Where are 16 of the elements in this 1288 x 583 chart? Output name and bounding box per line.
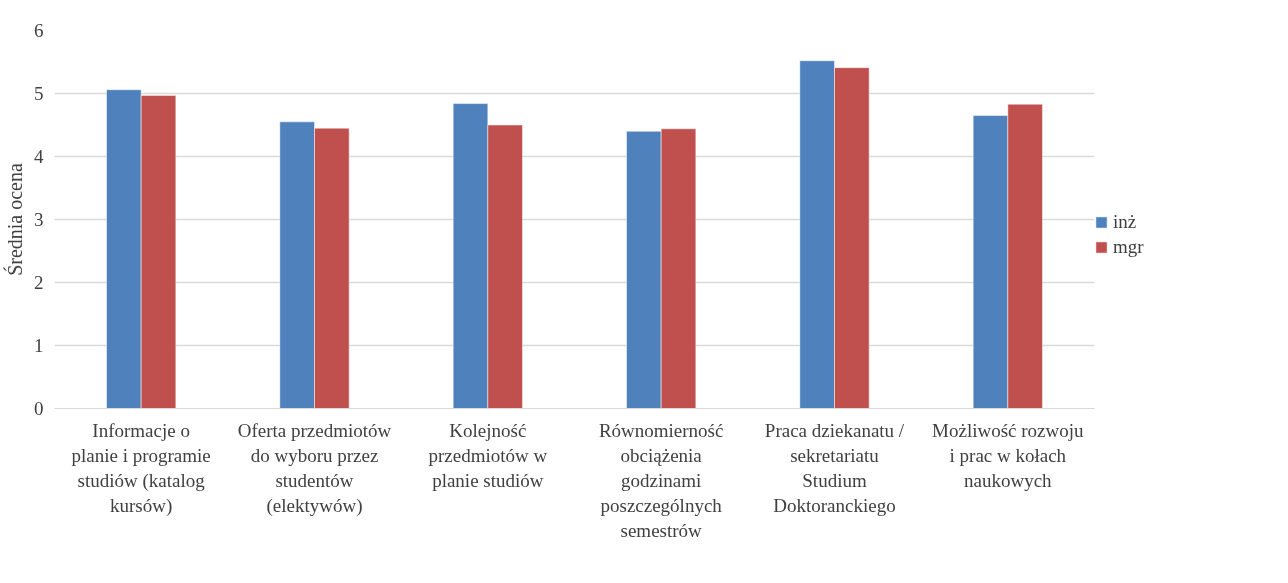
x-tick-label: Kolejność przedmiotów w planie studiów xyxy=(428,419,548,491)
y-tick-label: 0 xyxy=(34,398,44,419)
x-tick-label: Oferta przedmiotów do wyboru przez studentów (elektywów) xyxy=(237,419,392,518)
y-tick-label: 2 xyxy=(34,272,44,293)
legend-label: mgr xyxy=(1113,236,1144,258)
legend-label: inż xyxy=(1113,211,1137,233)
x-tick-label: Praca dziekanatu / sekretariatu Studium Doktoranckiego xyxy=(764,419,905,517)
x-tick-label: Informacje o planie i programie studiów (katalog kursów) xyxy=(71,419,211,518)
x-tick-label: Możliwość rozwoju i prac w kołach naukowych xyxy=(932,419,1085,491)
x-tick-label: Równomierność obciążenia godzinami poszczególnych semestrów xyxy=(598,419,724,542)
y-tick-label: 6 xyxy=(34,20,44,41)
y-tick-label: 3 xyxy=(34,209,44,230)
y-axis-title: Średnia ocena xyxy=(3,163,26,276)
y-tick-label: 4 xyxy=(34,146,44,167)
y-tick-label: 1 xyxy=(34,335,44,356)
y-tick-label: 5 xyxy=(34,83,44,104)
